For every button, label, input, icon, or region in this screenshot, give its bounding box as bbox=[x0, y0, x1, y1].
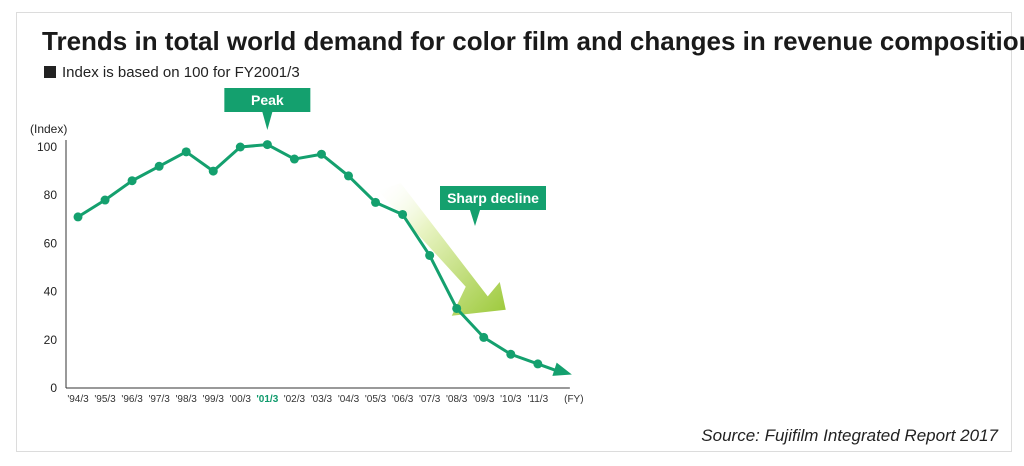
data-point bbox=[208, 166, 218, 176]
data-point bbox=[181, 147, 191, 157]
data-point bbox=[316, 149, 326, 159]
data-point bbox=[73, 212, 83, 222]
data-point bbox=[398, 209, 408, 219]
data-point bbox=[127, 176, 137, 186]
callout-box bbox=[440, 186, 546, 210]
data-point bbox=[100, 195, 110, 205]
chart-frame bbox=[16, 12, 1012, 452]
y-tick-label: 20 bbox=[44, 333, 58, 347]
data-point bbox=[235, 142, 245, 152]
x-tick-label: '94/3 bbox=[67, 394, 89, 405]
data-point bbox=[154, 161, 164, 171]
x-tick-label: '95/3 bbox=[94, 394, 116, 405]
x-tick-label: '98/3 bbox=[176, 394, 198, 405]
x-tick-label: '03/3 bbox=[311, 394, 333, 405]
series-line bbox=[77, 143, 563, 374]
x-tick-label: '00/3 bbox=[230, 394, 252, 405]
y-tick-label: 40 bbox=[44, 285, 58, 299]
callout-box bbox=[224, 88, 311, 112]
data-point bbox=[344, 171, 353, 181]
data-point bbox=[452, 303, 462, 313]
x-tick-label: '11/3 bbox=[528, 394, 549, 405]
decline-arrow-shape bbox=[377, 183, 506, 316]
data-point bbox=[479, 332, 489, 342]
x-tick-label: '07/3 bbox=[419, 394, 441, 405]
y-tick-label: 100 bbox=[37, 140, 57, 154]
data-point bbox=[533, 359, 543, 369]
x-tick-label: '97/3 bbox=[148, 394, 170, 405]
x-tick-label: '04/3 bbox=[338, 394, 360, 405]
y-tick-label: 80 bbox=[44, 188, 58, 202]
y-axis-label: (Index) bbox=[30, 122, 67, 136]
callout-label: Sharp decline bbox=[447, 190, 539, 206]
series-end-arrowhead bbox=[552, 362, 572, 376]
data-point bbox=[262, 140, 272, 150]
subtitle-text: Index is based on 100 for FY2001/3 bbox=[62, 64, 300, 81]
data-point bbox=[289, 154, 299, 164]
legend-square-icon bbox=[44, 66, 56, 78]
data-point bbox=[506, 349, 516, 359]
x-tick-label: '06/3 bbox=[392, 394, 414, 405]
callout-pointer bbox=[470, 210, 480, 226]
x-tick-label: '96/3 bbox=[121, 394, 143, 405]
callout-pointer bbox=[262, 112, 273, 130]
x-tick-label: '09/3 bbox=[473, 394, 495, 405]
x-tick-label: '08/3 bbox=[446, 394, 468, 405]
y-tick-label: 0 bbox=[50, 381, 57, 395]
x-tick-label: '99/3 bbox=[203, 394, 225, 405]
x-tick-label: '01/3 bbox=[256, 394, 278, 405]
chart-subtitle: Index is based on 100 for FY2001/3 bbox=[44, 64, 300, 81]
data-point bbox=[425, 250, 435, 260]
x-tick-label: '02/3 bbox=[284, 394, 306, 405]
x-tick-label: '05/3 bbox=[365, 394, 387, 405]
x-tick-label: '10/3 bbox=[500, 394, 522, 405]
callout-label: Peak bbox=[251, 92, 284, 108]
source-note: Source: Fujifilm Integrated Report 2017 bbox=[701, 426, 998, 445]
chart-title: Trends in total world demand for color f… bbox=[42, 26, 1024, 56]
x-axis-label: (FY) bbox=[564, 394, 583, 405]
data-point bbox=[371, 197, 381, 207]
y-tick-label: 60 bbox=[44, 236, 58, 250]
